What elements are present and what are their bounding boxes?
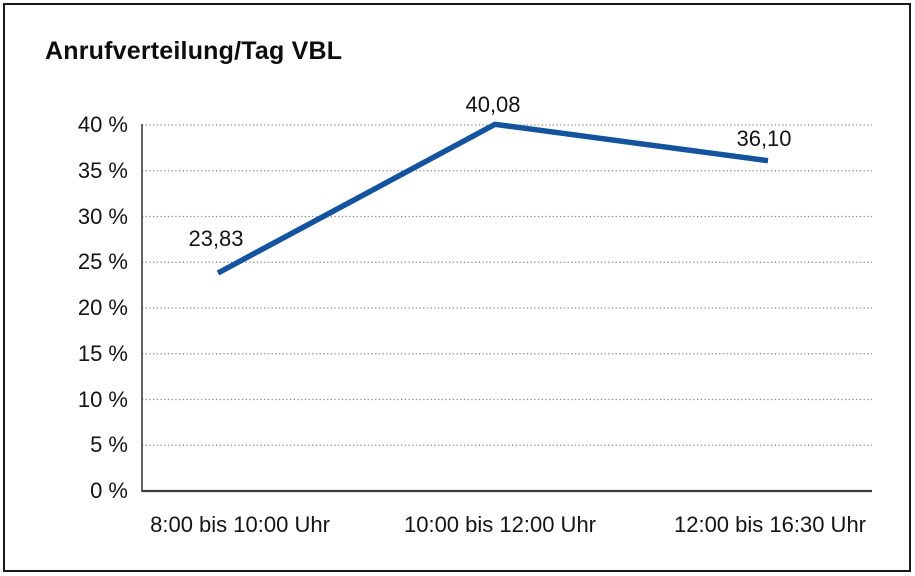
y-tick-label-40: 40 % (77, 112, 128, 137)
x-category-label: 8:00 bis 10:00 Uhr (150, 512, 330, 537)
y-tick-label-30: 30 % (77, 203, 128, 229)
chart-title: Anrufverteilung/Tag VBL (45, 37, 343, 65)
data-value-label: 36,10 (736, 126, 792, 151)
x-category-label: 10:00 bis 12:00 Uhr (403, 512, 597, 537)
y-tick-label-10: 10 % (77, 386, 128, 412)
y-tick-label-25: 25 % (77, 249, 128, 275)
data-line (216, 121, 769, 276)
data-value-label: 23,83 (188, 226, 244, 251)
chart-frame: Anrufverteilung/Tag VBL (3, 3, 911, 572)
y-tick-label-15: 15 % (77, 340, 128, 366)
y-tick-label-20: 20 % (77, 295, 128, 320)
data-value-label: 40,08 (465, 92, 521, 117)
y-tick-label-5: 5 % (90, 432, 128, 458)
y-tick-label-35: 35 % (77, 157, 128, 183)
x-category-label: 12:00 bis 16:30 Uhr (673, 512, 867, 537)
y-tick-label-0: 0 % (90, 478, 128, 503)
